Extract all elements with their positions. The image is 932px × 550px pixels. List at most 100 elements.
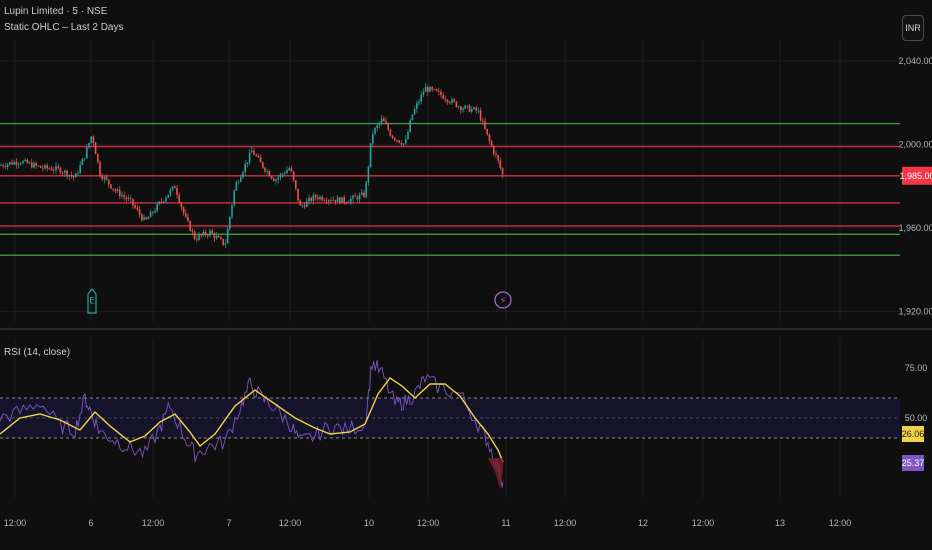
candle-body [429,87,431,92]
candle-body [224,243,227,245]
candle-body [39,165,42,168]
candle-body [101,176,103,180]
marker-label: ⚡ [500,297,506,307]
candle-body [420,94,422,102]
candle-body [376,125,378,128]
candle-body [163,201,165,203]
candle-body [211,230,213,234]
candle-body [466,105,469,107]
candle-body [479,110,482,121]
candle-body [277,177,279,180]
candle-body [402,143,405,145]
candle-body [240,177,242,182]
last-price-label: 1,985.00 [899,171,932,181]
candle-body [418,101,420,104]
time-axis-tick: 11 [501,518,510,528]
candle-body [398,140,400,143]
candle-body [323,200,326,202]
candle-body [33,163,35,168]
candle-body [457,106,460,108]
currency-button[interactable]: INR [902,15,924,41]
candle-body [165,197,167,202]
candle-body [116,189,119,192]
candle-body [130,198,132,199]
candle-body [383,118,385,122]
candle-body [110,184,112,189]
rsi-line [0,360,504,488]
candle-body [301,205,304,207]
candle-body [79,164,81,174]
candle-body [431,87,433,90]
candle-body [156,203,158,211]
candle-body [295,180,297,189]
candle-body [358,194,361,200]
candle-body [372,133,374,144]
candle-body [97,154,99,162]
candle-body [169,189,172,195]
candle-body [77,173,79,174]
candle-body [64,170,66,173]
candle-body [449,102,451,103]
candle-body [352,195,354,199]
candle-body [422,92,425,95]
candle-body [409,120,411,132]
candle-body [70,175,73,177]
dividend-icon [494,291,512,309]
candle-body [26,159,29,164]
indicator-legend[interactable]: Static OHLC – Last 2 Days [4,22,124,33]
candle-body [389,129,392,136]
candle-body [292,171,295,181]
candle-body [246,162,249,164]
candle-body [468,105,471,112]
candle-body [477,110,480,112]
candle-body [378,122,381,126]
candle-body [154,210,156,213]
symbol-legend[interactable]: Lupin Limited · 5 · NSE [4,6,108,17]
candle-body [94,142,97,155]
candle-body [460,106,462,111]
candle-body [442,95,444,99]
candle-body [312,195,315,202]
candle-body [200,234,202,236]
time-axis-tick: 12:00 [142,518,165,528]
candle-body [196,239,198,240]
candle-body [176,188,178,195]
candle-body [182,207,185,214]
candle-body [407,131,409,139]
candle-body [369,143,372,167]
price-axis-tick: 1,920.00 [898,307,932,317]
candle-body [464,105,466,109]
candle-body [13,161,15,165]
candle-body [290,168,293,172]
candle-body [145,217,147,220]
candle-body [482,120,484,122]
rsi-oversold-fill [488,458,503,490]
candle-body [143,217,145,221]
candle-body [207,235,209,236]
candle-body [189,221,191,232]
candle-body [391,135,394,139]
rsi-axis-tick: 50.00 [905,413,928,423]
candle-body [270,176,273,179]
candle-body [411,114,414,121]
dividend-marker: ⚡ [494,291,512,309]
candle-body [57,166,59,168]
candle-body [229,216,231,229]
candle-body [444,98,447,100]
candle-body [222,238,224,245]
candle-body [105,177,108,180]
candle-body [427,87,429,92]
candle-body [174,186,176,189]
candle-body [345,202,348,204]
candle-body [53,170,55,172]
candle-body [28,162,31,164]
candle-body [493,146,495,154]
rsi-legend[interactable]: RSI (14, close) [4,347,71,358]
candle-body [288,168,290,171]
candle-body [61,172,64,174]
candle-body [308,197,310,202]
candle-body [297,188,299,201]
candle-body [488,134,491,141]
candle-body [215,236,218,239]
